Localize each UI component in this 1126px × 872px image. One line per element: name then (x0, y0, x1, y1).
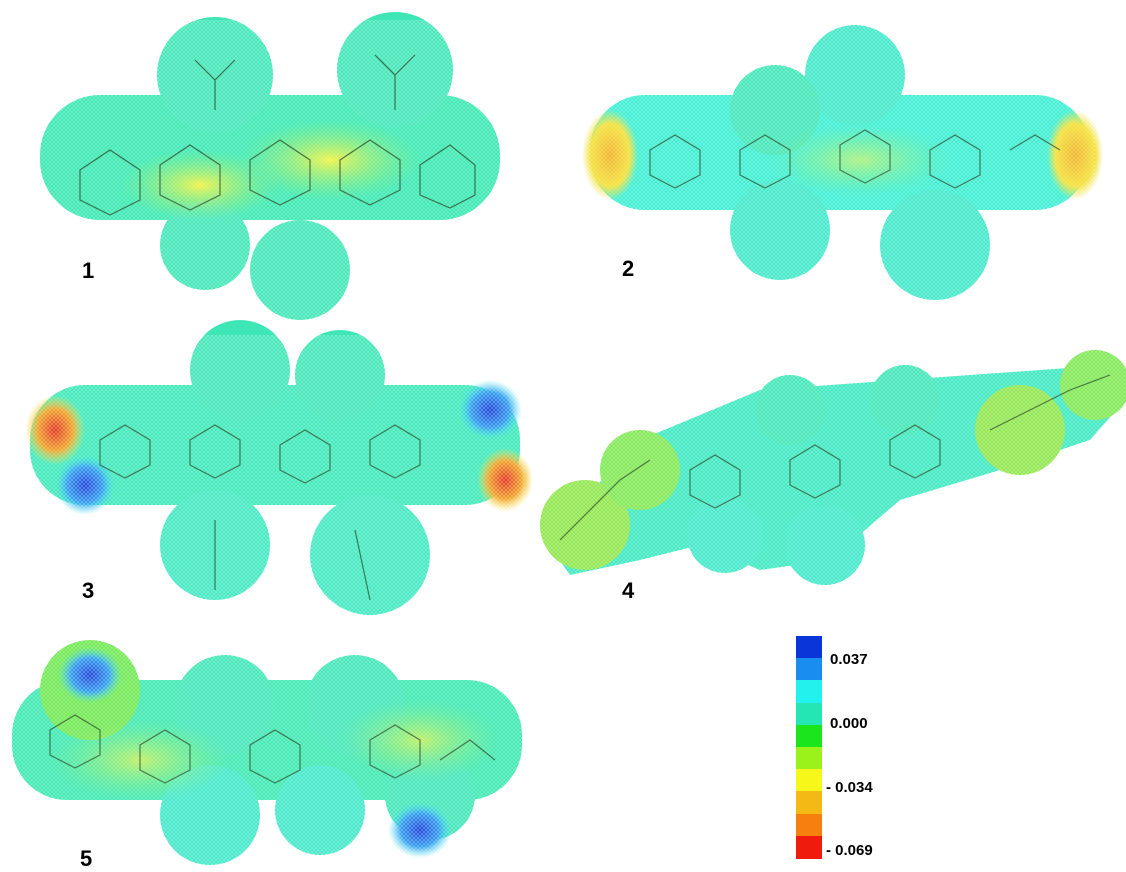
panel-label-5: 5 (80, 846, 93, 871)
molecule-4-surface (540, 350, 1126, 590)
color-scale-swatch (796, 702, 822, 726)
color-scale-swatch (796, 724, 822, 748)
color-scale-swatch (796, 747, 822, 770)
molecule-3-surface (25, 320, 533, 615)
color-scale-swatch (796, 636, 822, 659)
color-scale-label-top: 0.037 (830, 651, 868, 668)
color-scale-swatch (796, 813, 822, 837)
color-scale-label-mid: 0.000 (830, 715, 868, 732)
color-scale-swatch (796, 835, 822, 859)
color-scale-swatch (796, 791, 822, 815)
panel-label-3: 3 (82, 578, 95, 603)
panel-label-2: 2 (622, 256, 635, 281)
color-scale-swatch (796, 769, 822, 793)
color-scale-swatch (796, 658, 822, 682)
molecule-2-surface (582, 25, 1103, 305)
color-scale-label-low: - 0.034 (826, 779, 873, 796)
panel-label-1: 1 (82, 258, 95, 283)
molecule-1-surface (40, 12, 500, 320)
color-scale-swatch (796, 680, 822, 704)
molecule-5-surface (10, 640, 525, 865)
panel-label-4: 4 (622, 578, 635, 603)
color-scale-label-bottom: - 0.069 (826, 842, 873, 859)
